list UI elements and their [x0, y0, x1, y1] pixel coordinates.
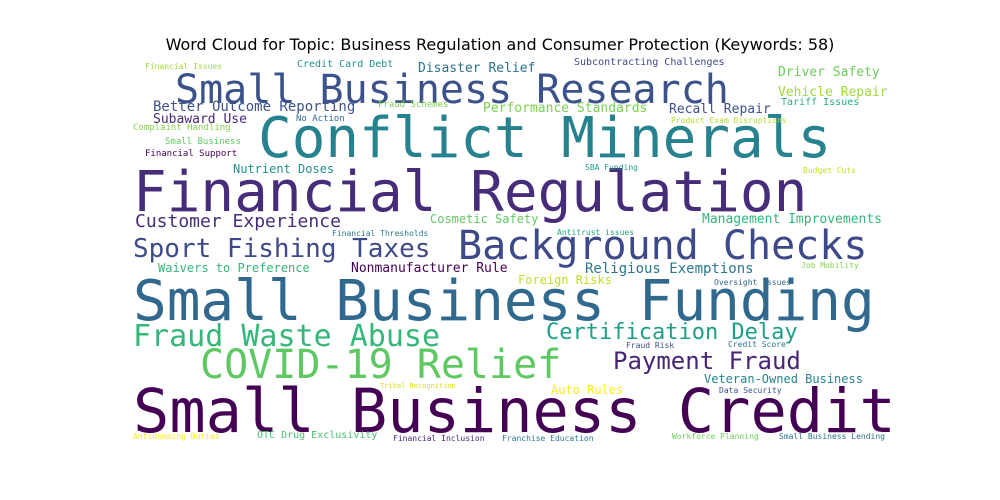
word-small-business-credit: Small Business Credit: [133, 377, 896, 447]
word-financial-inclusion: Financial Inclusion: [393, 434, 485, 443]
word-no-action: No Action: [296, 114, 345, 124]
word-auto-rules: Auto Rules: [551, 383, 624, 397]
word-financial-regulation: Financial Regulation: [133, 160, 808, 225]
word-conflict-minerals: Conflict Minerals: [258, 106, 832, 171]
word-job-mobility: Job Mobility: [801, 261, 859, 270]
word-certification-delay: Certification Delay: [546, 320, 798, 345]
word-sba-funding: SBA Funding: [585, 163, 638, 172]
word-subaward-use: Subaward Use: [153, 112, 247, 127]
word-driver-safety: Driver Safety: [778, 65, 880, 80]
word-customer-experience: Customer Experience: [135, 211, 341, 232]
word-credit-card-debt: Credit Card Debt: [297, 59, 394, 70]
word-fraud-waste-abuse: Fraud Waste Abuse: [133, 319, 441, 354]
word-budget-cuts: Budget Cuts: [803, 166, 856, 175]
word-workforce-planning: Workforce Planning: [672, 432, 759, 441]
word-background-checks: Background Checks: [458, 223, 868, 269]
word-management-improvements: Management Improvements: [702, 212, 883, 227]
word-small-business: Small Business: [165, 137, 241, 147]
chart-title: Word Cloud for Topic: Business Regulatio…: [165, 35, 835, 54]
word-recall-repair: Recall Repair: [669, 102, 771, 117]
word-waivers-to-preference: Waivers to Preference: [158, 261, 310, 275]
word-financial-support: Financial Support: [145, 149, 238, 159]
word-data-security: Data Security: [719, 386, 782, 395]
word-antitrust-issues: Antitrust issues: [557, 228, 635, 237]
word-credit-score: Credit Score: [728, 340, 786, 349]
word-veteran-owned-business: Veteran-Owned Business: [704, 372, 863, 386]
word-antidumping-duties: Antidumping Duties: [133, 432, 220, 441]
word-subcontracting-challenges: Subcontracting Challenges: [574, 57, 725, 68]
word-tribal-recognition: Tribal Recognition: [380, 382, 456, 390]
word-covid-19-relief: COVID-19 Relief: [200, 342, 562, 388]
word-performance-standards: Performance Standards: [483, 101, 648, 116]
word-nonmanufacturer-rule: Nonmanufacturer Rule: [351, 261, 508, 276]
word-payment-fraud: Payment Fraud: [613, 347, 801, 375]
word-vehicle-repair: Vehicle Repair: [778, 85, 888, 100]
word-small-business-lending: Small Business Lending: [779, 432, 885, 441]
word-financial-thresholds: Financial Thresholds: [332, 229, 429, 238]
word-religious-exemptions: Religious Exemptions: [585, 261, 754, 277]
word-otc-drug-exclusivity: OTC Drug Exclusivity: [257, 430, 378, 441]
word-financial-issues: Financial Issues: [145, 62, 223, 71]
word-fraud-schemes: Fraud Schemes: [378, 100, 449, 110]
word-product-exam-disruptions: Product Exam Disruptions: [671, 116, 787, 125]
word-foreign-risks: Foreign Risks: [518, 273, 612, 287]
word-small-business-research: Small Business Research: [175, 67, 729, 113]
word-fraud-risk: Fraud Risk: [626, 341, 675, 350]
word-nutrient-doses: Nutrient Doses: [233, 162, 335, 176]
word-sport-fishing-taxes: Sport Fishing Taxes: [133, 234, 431, 264]
word-oversight-issues: Oversight Issues: [714, 278, 792, 287]
word-complaint-handling: Complaint Handling: [133, 123, 231, 133]
word-cosmetic-safety: Cosmetic Safety: [430, 212, 539, 226]
word-franchise-education: Franchise Education: [502, 434, 594, 443]
word-tariff-issues: Tariff Issues: [781, 97, 860, 108]
word-small-business-funding: Small Business Funding: [133, 269, 875, 334]
word-better-outcome-reporting: Better Outcome Reporting: [153, 99, 356, 115]
word-disaster-relief: Disaster Relief: [418, 61, 536, 76]
